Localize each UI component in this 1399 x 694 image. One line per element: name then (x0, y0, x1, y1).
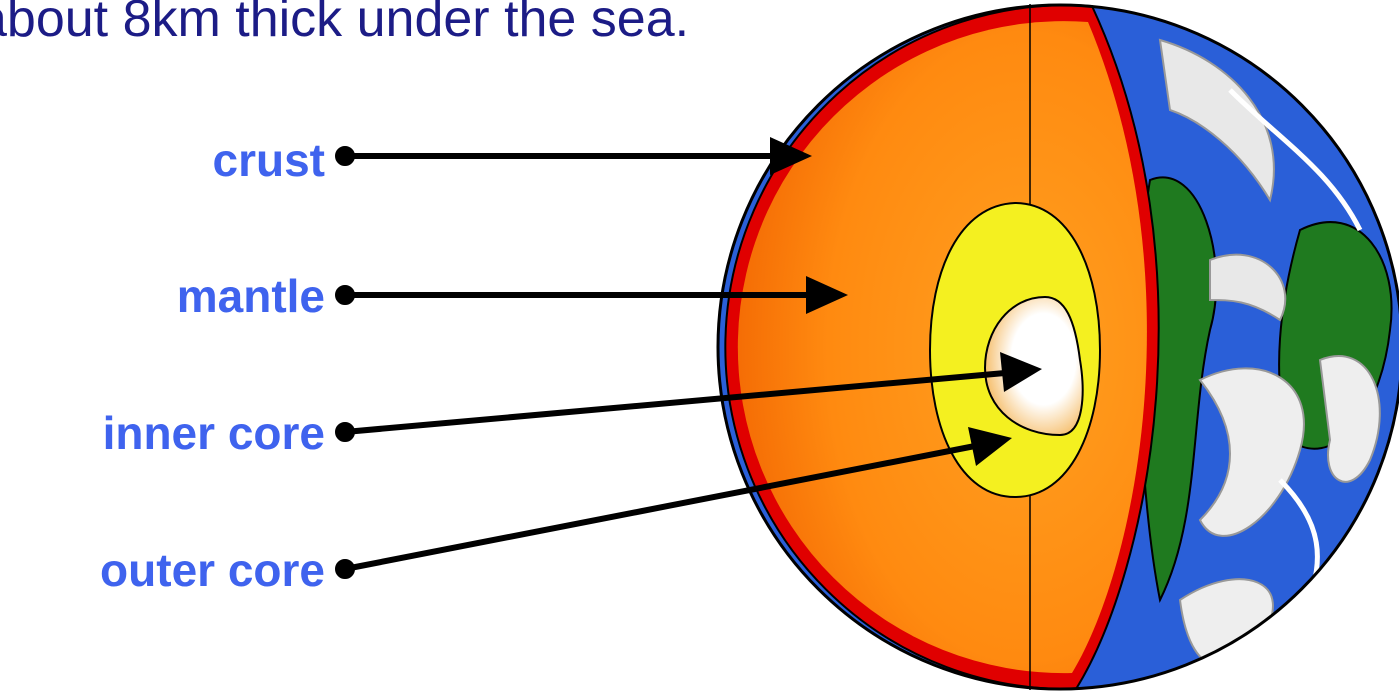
label: mantle (177, 270, 325, 322)
label: outer core (100, 544, 325, 596)
label: crust (213, 134, 325, 186)
header-text: about 8km thick under the sea. (0, 0, 689, 48)
page: about 8km thick under the sea. crust man… (0, 0, 1399, 694)
label: inner core (103, 407, 325, 459)
diagram: about 8km thick under the sea. crust man… (0, 0, 1399, 694)
